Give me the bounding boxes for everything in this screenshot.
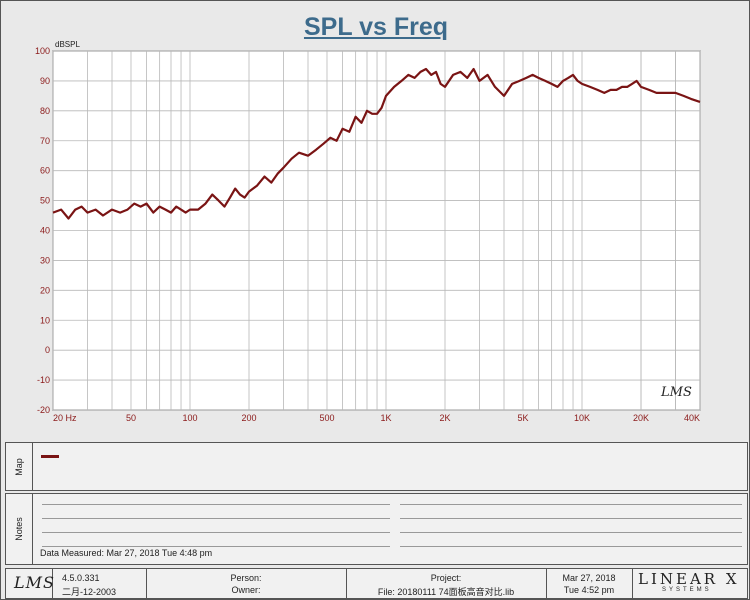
- footer-brand-cell: LINEAR X SYSTEMS: [632, 569, 747, 598]
- notes-label: Notes: [14, 517, 24, 541]
- y-tick-label: 30: [40, 255, 50, 265]
- y-tick-label: 70: [40, 136, 50, 146]
- series: [52, 67, 701, 220]
- x-tick-label: 10K: [574, 413, 590, 423]
- x-tick-label: 200: [241, 413, 256, 423]
- x-tick-label: 20 Hz: [53, 413, 77, 423]
- time-text: Tue 4:52 pm: [563, 585, 615, 595]
- footer-logo-cell: LMS: [6, 569, 55, 598]
- notes-panel: Notes Data Measured: Mar 27, 2018 Tue 4:…: [5, 493, 748, 565]
- map-label: Map: [14, 457, 24, 476]
- linearx-logo: LINEAR X: [638, 570, 740, 588]
- x-tick-labels: 20 Hz 50 100 200 500 1K 2K 5K 10K 20K 40K: [53, 413, 700, 423]
- x-tick-label: 40K: [684, 413, 700, 423]
- y-tick-label: 20: [40, 285, 50, 295]
- person-label: Person:: [230, 573, 262, 583]
- owner-label: Owner:: [231, 585, 261, 595]
- y-tick-label: 40: [40, 226, 50, 236]
- note-line[interactable]: [42, 532, 390, 533]
- y-tick-label: 90: [40, 76, 50, 86]
- y-tick-label: 0: [45, 345, 50, 355]
- x-tick-label: 2K: [439, 413, 450, 423]
- spl-curve: [52, 67, 701, 220]
- y-tick-label: -20: [37, 405, 50, 415]
- lms-logo: LMS: [14, 573, 55, 592]
- footer-version-cell: 4.5.0.331 二月-12-2003: [52, 569, 147, 598]
- note-line[interactable]: [400, 504, 742, 505]
- version-text: 4.5.0.331: [62, 573, 100, 583]
- footer-bar: LMS 4.5.0.331 二月-12-2003 Person: Owner: …: [5, 568, 748, 599]
- y-tick-label: 80: [40, 106, 50, 116]
- footer-project-cell: Project: File: 20180111 74面板高音对比.lib: [346, 569, 547, 598]
- x-tick-label: 20K: [633, 413, 649, 423]
- footer-person-cell: Person: Owner:: [146, 569, 347, 598]
- version-date-text: 二月-12-2003: [62, 587, 117, 597]
- note-line[interactable]: [400, 532, 742, 533]
- x-tick-label: 100: [182, 413, 197, 423]
- linearx-subtitle: SYSTEMS: [662, 587, 712, 593]
- note-line[interactable]: [42, 546, 390, 547]
- map-tab[interactable]: Map: [6, 443, 33, 490]
- project-label: Project:: [430, 573, 462, 583]
- date-text: Mar 27, 2018: [562, 573, 616, 583]
- y-tick-label: 100: [35, 46, 50, 56]
- x-tick-label: 1K: [380, 413, 391, 423]
- note-line[interactable]: [42, 504, 390, 505]
- y-tick-label: 10: [40, 315, 50, 325]
- footer-date-cell: Mar 27, 2018 Tue 4:52 pm: [546, 569, 633, 598]
- x-tick-label: 500: [319, 413, 334, 423]
- data-measured-text: Data Measured: Mar 27, 2018 Tue 4:48 pm: [40, 548, 213, 558]
- note-line[interactable]: [400, 518, 742, 519]
- lms-watermark: LMS: [661, 385, 692, 400]
- notes-tab[interactable]: Notes: [6, 494, 33, 564]
- y-tick-label: 60: [40, 166, 50, 176]
- grid: [52, 50, 701, 411]
- map-panel: Map: [5, 442, 748, 491]
- y-tick-label: 50: [40, 196, 50, 206]
- chart-title: SPL vs Freq: [303, 13, 449, 41]
- x-tick-label: 50: [126, 413, 136, 423]
- note-line[interactable]: [42, 518, 390, 519]
- y-tick-label: -10: [37, 375, 50, 385]
- file-text: File: 20180111 74面板高音对比.lib: [377, 587, 515, 597]
- legend-swatch[interactable]: [41, 455, 59, 458]
- x-tick-label: 5K: [517, 413, 528, 423]
- y-axis-label: dBSPL: [55, 40, 80, 49]
- note-line[interactable]: [400, 546, 742, 547]
